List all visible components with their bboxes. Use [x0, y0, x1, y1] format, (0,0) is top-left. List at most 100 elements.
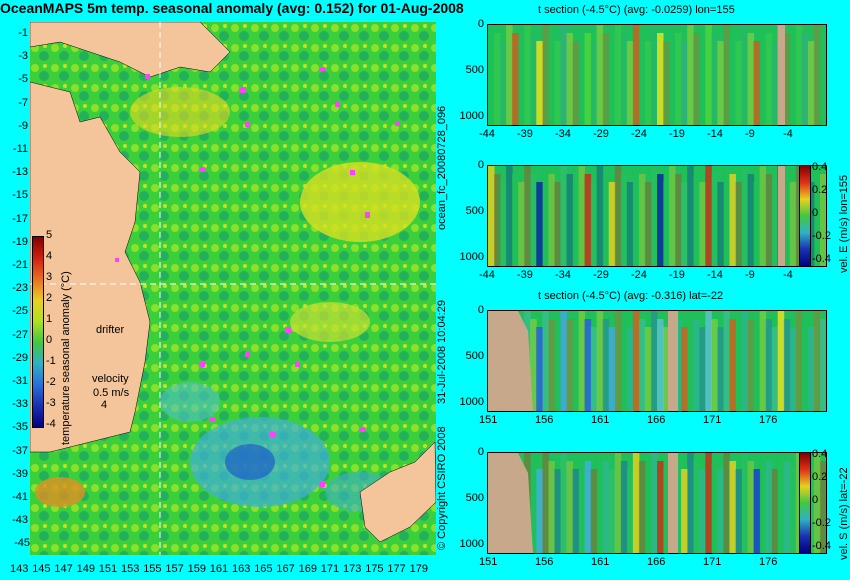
colorbar-tick: -4 [46, 418, 56, 430]
section-stripe [500, 182, 507, 266]
section-stripe [572, 327, 580, 411]
section-stripe [542, 453, 549, 553]
section-stripe [657, 461, 664, 553]
section-stripe [584, 461, 592, 553]
depth-tick: 500 [465, 205, 484, 217]
colorbar-tick: 1 [46, 313, 53, 325]
depth-tick: 0 [477, 446, 484, 458]
section-land-gap [668, 453, 678, 553]
drifter-label: drifter [96, 324, 125, 336]
section-stripe [554, 182, 561, 266]
section-stripe [819, 319, 826, 411]
section-x-tick: -14 [707, 269, 723, 281]
section-stripe [789, 182, 797, 266]
section-stripe [560, 453, 567, 553]
lat-tick-label: -17 [12, 212, 28, 225]
section-stripe [741, 453, 749, 553]
section-land [488, 453, 533, 553]
section-stripe [542, 311, 549, 411]
section-stripe [663, 469, 670, 553]
section-stripe [747, 33, 755, 125]
lat-tick-label: -41 [12, 491, 28, 503]
lat-tick-label: -21 [12, 259, 28, 271]
section-x-tick: -44 [479, 128, 495, 140]
section-stripe [741, 311, 749, 411]
section-stripe [669, 166, 676, 266]
velocity-colorbar-tick: 0 [812, 494, 819, 506]
section-stripe [681, 327, 688, 411]
section-stripe [602, 461, 610, 553]
panel-title: t section (-4.5°C) (avg: -0.316) lat=-22 [538, 290, 724, 302]
colorbar-tick: -2 [46, 376, 56, 388]
lon-tick-label: 167 [276, 563, 295, 575]
drifter-markers [115, 67, 400, 487]
section-plot[interactable] [487, 452, 827, 554]
section-x-tick: -39 [517, 269, 533, 281]
lon-tick-label: 165 [254, 563, 273, 575]
section-stripe [759, 453, 767, 553]
section-stripe [807, 469, 815, 553]
section-stripe [687, 166, 694, 266]
section-plot[interactable] [487, 310, 827, 412]
section-stripe [699, 327, 706, 411]
section-stripe [620, 319, 628, 411]
anomaly-map[interactable] [29, 21, 437, 555]
lon-tick-label: 157 [165, 563, 184, 575]
section-stripe [530, 174, 537, 266]
section-stripe [801, 33, 809, 125]
section-stripe [578, 25, 586, 125]
section-stripe [584, 319, 592, 411]
section-stripe [753, 41, 761, 125]
depth-tick: 500 [465, 350, 484, 362]
section-stripe [638, 33, 646, 125]
section-stripe [687, 311, 694, 411]
section-stripe [801, 319, 809, 411]
velocity-colorbar-tick: 0.2 [812, 184, 828, 196]
section-stripe [711, 33, 718, 125]
lon-tick-label: 163 [232, 563, 251, 575]
section-plot[interactable] [487, 165, 827, 267]
section-stripe [807, 182, 815, 266]
section-stripe [536, 41, 543, 125]
section-stripe [506, 166, 513, 266]
section-stripe [783, 319, 791, 411]
section-x-tick: -9 [745, 269, 755, 281]
section-stripe [530, 461, 537, 553]
lon-tick-label: 171 [320, 563, 340, 575]
section-stripe [765, 461, 773, 553]
section-stripe [572, 469, 580, 553]
section-stripe [813, 311, 821, 411]
section-stripe [608, 327, 616, 411]
section-plot[interactable] [487, 24, 827, 126]
velocity-colorbar-tick: 0.4 [812, 161, 828, 173]
section-stripe [626, 327, 634, 411]
lon-tick-label: 169 [298, 563, 317, 575]
section-stripe [765, 319, 773, 411]
section-x-tick: -44 [479, 269, 495, 281]
lat-tick-label: -3 [18, 50, 28, 63]
section-stripe [644, 182, 652, 266]
section-stripe [729, 461, 736, 553]
section-x-tick: -29 [593, 269, 609, 281]
section-stripe [675, 461, 682, 553]
lat-tick-label: -29 [12, 351, 28, 364]
section-stripe [771, 41, 779, 125]
section-stripe [675, 33, 682, 125]
section-stripe [711, 461, 718, 553]
section-stripe [807, 327, 815, 411]
section-stripe [632, 453, 640, 553]
colorbar-label: temperature seasonal anomaly (°C) [60, 271, 72, 445]
section-stripe [819, 461, 826, 553]
lon-tick-label: 153 [121, 563, 140, 575]
section-stripe [819, 174, 826, 266]
lon-tick-label: 175 [365, 563, 384, 575]
lat-tick-label: -43 [12, 514, 28, 527]
section-stripe [813, 25, 821, 125]
section-stripe [626, 41, 634, 125]
section-stripe [632, 166, 640, 266]
section-stripe [488, 25, 495, 125]
depth-tick: 1000 [459, 538, 484, 550]
section-x-tick: -4 [783, 128, 793, 140]
section-stripe [644, 327, 652, 411]
section-stripe [608, 182, 616, 266]
